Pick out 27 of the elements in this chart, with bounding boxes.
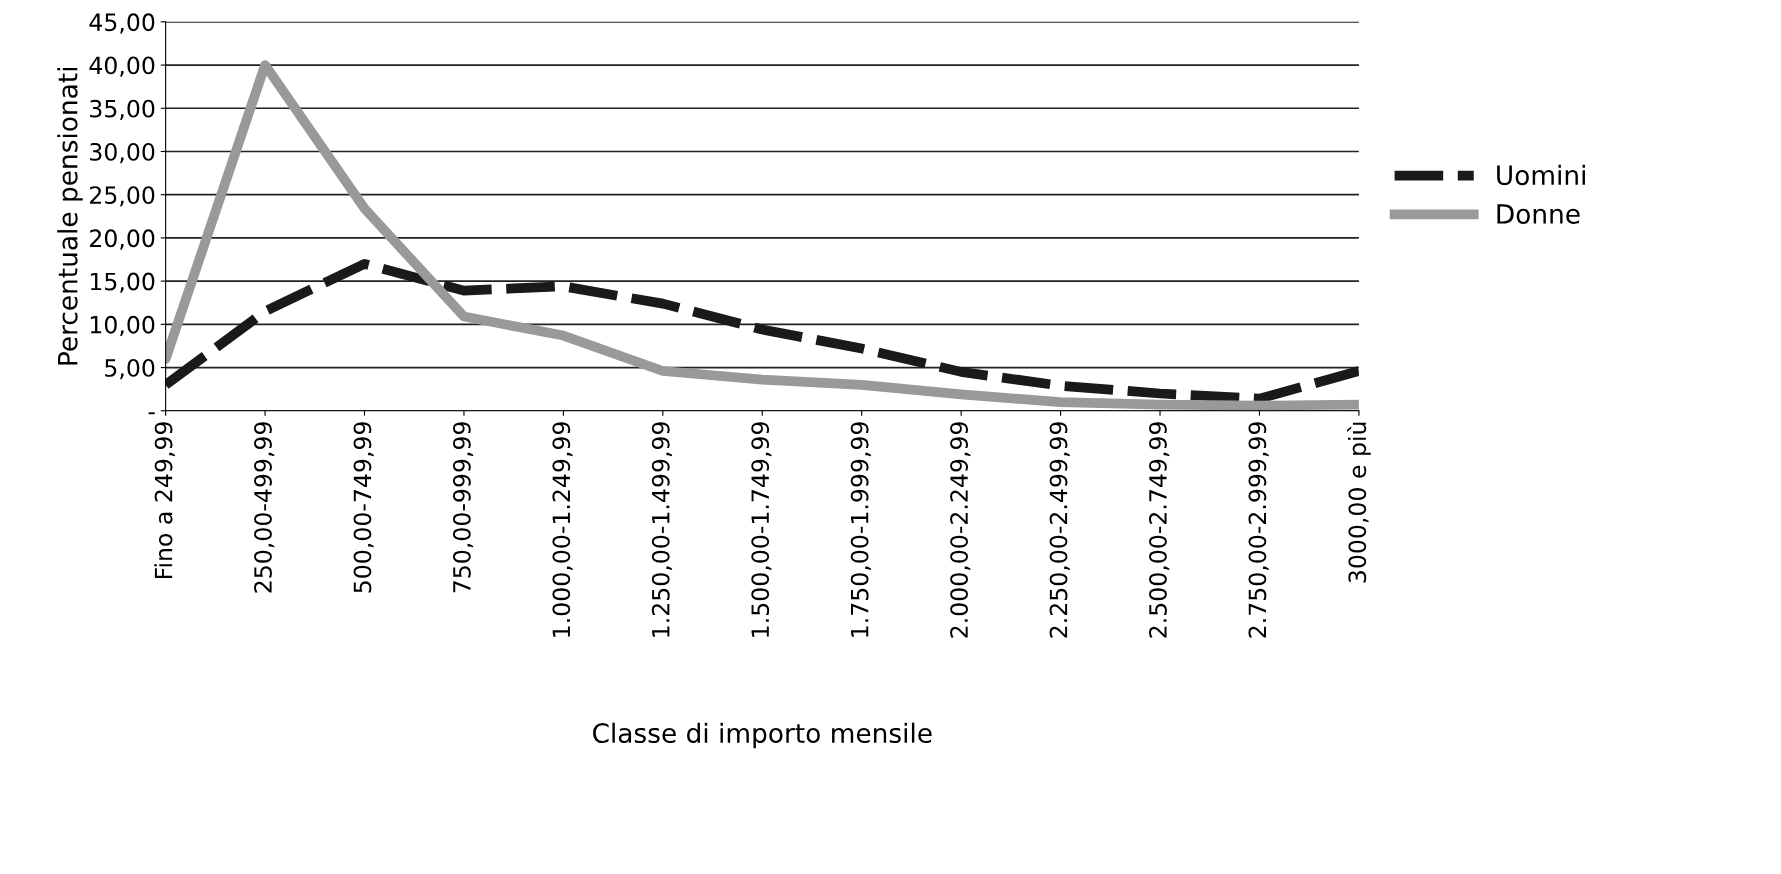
x-tick-label: 1.000,00-1.249,99 (552, 422, 573, 637)
x-tick-label: 2.500,00-2.749,99 (1149, 422, 1170, 638)
y-tick-label: 5,00 (105, 359, 155, 380)
y-tick-label: 15,00 (90, 272, 155, 293)
y-tick-label: 10,00 (90, 315, 155, 337)
y-axis-title: Percentuale pensionati (57, 67, 83, 365)
x-tick-label: 500,00-749,99 (353, 422, 374, 593)
x-axis-title: Classe di importo mensile (593, 722, 932, 749)
y-tick-label: 40,00 (89, 56, 155, 77)
x-tick-label: 2.000,00-2.249,99 (950, 422, 971, 638)
y-tick-label: 20,00 (90, 229, 155, 250)
legend-label: Donne (1497, 204, 1580, 224)
x-tick-label: 250,00-499,99 (254, 422, 275, 593)
legend-label: Uomini (1497, 164, 1585, 186)
x-tick-label: 1.500,00-1.749,99 (751, 422, 772, 637)
y-tick-label: 30,00 (90, 142, 155, 164)
x-tick-label: 1.250,00-1.499,99 (651, 422, 673, 637)
x-tick-label: Fino a 249,99 (154, 422, 175, 579)
y-tick-label: - (148, 412, 155, 415)
x-tick-label: 3000,00 e più (1347, 422, 1371, 583)
x-tick-label: 2.750,00-2.999,99 (1248, 422, 1269, 638)
x-tick-label: 1.750,00-1.999,99 (850, 422, 871, 637)
y-tick-label: 25,00 (90, 186, 155, 207)
x-tick-label: 750,00-999,99 (452, 422, 474, 593)
y-tick-label: 35,00 (90, 99, 155, 120)
y-tick-label: 45,00 (89, 13, 155, 34)
x-tick-label: 2.250,00-2.499,99 (1049, 422, 1070, 638)
